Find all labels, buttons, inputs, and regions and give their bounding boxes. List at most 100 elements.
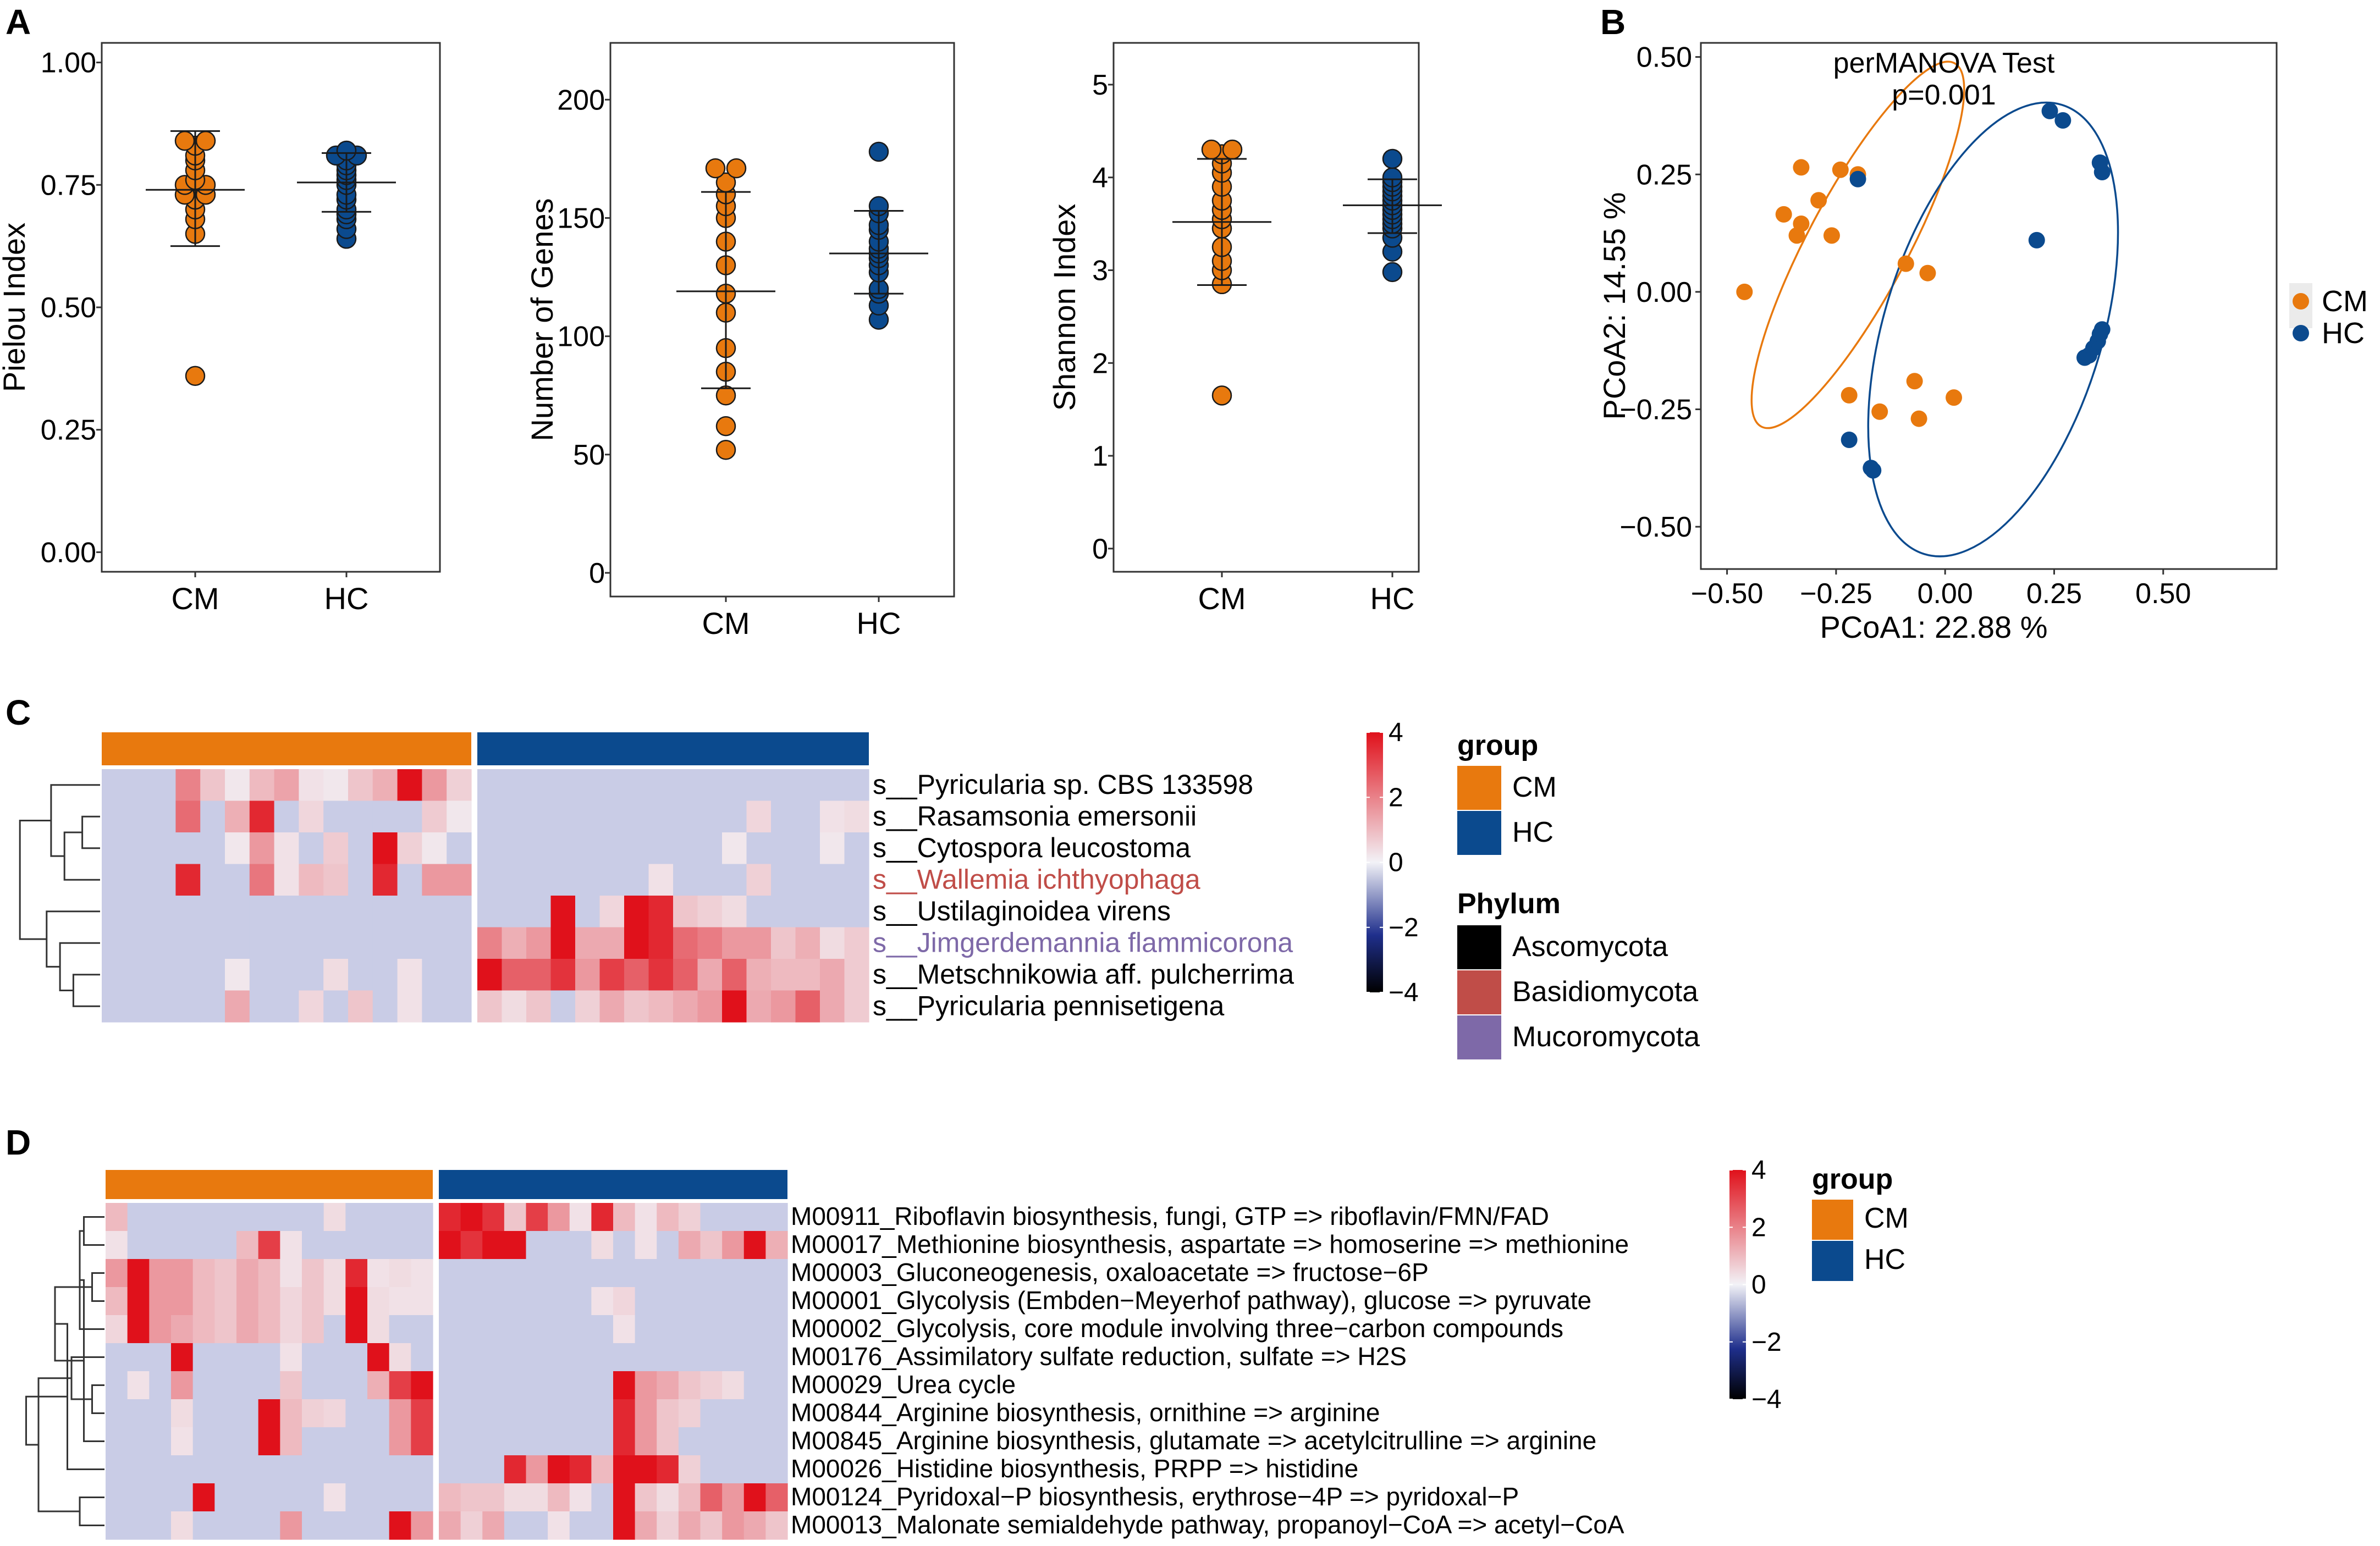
heatmap-cell	[722, 800, 747, 833]
heatmap-cell	[345, 1231, 368, 1260]
heatmap-cell	[613, 1427, 636, 1456]
heatmap-cell	[591, 1315, 614, 1344]
dot-plot-A2: 0 50 100 150 200 Number of Genes CM HC	[525, 42, 955, 641]
heatmap-cell	[214, 1399, 237, 1428]
heatmap-cell	[192, 1455, 215, 1484]
heatmap-cell	[504, 1259, 527, 1288]
heatmap-cell	[599, 832, 625, 865]
heatmap-cell	[192, 1427, 215, 1456]
heatmap-cell	[678, 1203, 701, 1232]
heatmap-cell	[258, 1371, 280, 1400]
heatmap-cell	[569, 1427, 592, 1456]
heatmap-cell	[624, 832, 649, 865]
heatmap-cell	[345, 1343, 368, 1372]
heatmap-cell	[258, 1231, 280, 1260]
heatmap-cell	[613, 1287, 636, 1316]
pcoa-point-cm	[1919, 264, 1936, 281]
heatmap-cell	[149, 1455, 172, 1484]
heatmap-cell	[192, 1203, 215, 1232]
heatmap-cell	[345, 1427, 368, 1456]
heatmap-cell	[460, 1231, 483, 1260]
heatmap-cell	[502, 832, 527, 865]
heatmap-cell	[673, 896, 698, 928]
y-tick-label: 0.00	[41, 537, 96, 568]
heatmap-cell	[372, 927, 398, 959]
heatmap-cell	[439, 1371, 461, 1400]
y-tick-label: 2	[1092, 347, 1108, 379]
y-axis-label: Shannon Index	[1047, 204, 1082, 411]
heatmap-cell	[700, 1511, 723, 1540]
heatmap-cell	[526, 990, 552, 1023]
heatmap-cell	[439, 1259, 461, 1288]
data-point-cm	[715, 439, 736, 460]
permanova-pvalue: p=0.001	[1892, 79, 1996, 111]
heatmap-cell	[439, 1287, 461, 1316]
heatmap-cell	[624, 959, 649, 991]
y-tick-label: 1.00	[41, 47, 96, 79]
y-tick-label: 5	[1092, 69, 1108, 101]
x-tick-label: 0.50	[2135, 578, 2191, 610]
color-scale-label: −4	[1389, 978, 1419, 1007]
heatmap-cell	[389, 1315, 411, 1344]
heatmap-cell	[236, 1343, 259, 1372]
heatmap-cell	[439, 1231, 461, 1260]
heatmap-cell	[697, 927, 723, 959]
heatmap-cell	[299, 864, 324, 896]
heatmap-cell	[127, 1315, 150, 1344]
heatmap-cell	[820, 959, 845, 991]
heatmap-cell	[200, 990, 225, 1023]
heatmap-cell	[591, 1427, 614, 1456]
heatmap-cell	[722, 927, 747, 959]
heatmap-cell	[151, 896, 176, 928]
pcoa-point-hc	[1841, 432, 1858, 449]
heatmap-cell	[397, 832, 422, 865]
data-point-cm	[1222, 139, 1243, 160]
data-point-hc	[1382, 262, 1403, 283]
heatmap-cell	[323, 1427, 346, 1456]
pcoa-point-cm	[1823, 227, 1840, 244]
heatmap-cell	[102, 769, 127, 802]
heatmap-cell	[345, 1259, 368, 1288]
dot-plot-A3: 0 1 2 3 4 5 Shannon Index CM HC	[1047, 42, 1442, 616]
heatmap-cell	[397, 990, 422, 1023]
heatmap-cell	[746, 864, 772, 896]
heatmap-cell	[722, 1259, 745, 1288]
heatmap-cell	[743, 1483, 766, 1512]
heatmap-cell	[106, 1371, 128, 1400]
heatmap-cell	[700, 1203, 723, 1232]
legend-label-mucoromycota: Mucoromycota	[1512, 1021, 1700, 1053]
heatmap-cell	[345, 1511, 368, 1540]
row-label: M00013_Malonate semialdehyde pathway, pr…	[791, 1510, 1624, 1539]
heatmap-cell	[280, 1427, 302, 1456]
heatmap-cell	[548, 1399, 570, 1428]
heatmap-cell	[722, 1371, 745, 1400]
heatmap-cell	[214, 1231, 237, 1260]
heatmap-cell	[258, 1259, 280, 1288]
heatmap-cell	[482, 1371, 505, 1400]
heatmap-cell	[127, 1511, 150, 1540]
heatmap-cell	[274, 959, 299, 991]
heatmap-cell	[302, 1427, 324, 1456]
data-point-hc	[1382, 148, 1403, 169]
heatmap-cell	[648, 896, 674, 928]
heatmap-cell	[367, 1203, 390, 1232]
heatmap-cell	[345, 1483, 368, 1512]
heatmap-cell	[422, 959, 447, 991]
heatmap-cell	[477, 990, 503, 1023]
heatmap-cell	[569, 1287, 592, 1316]
heatmap-cell	[200, 832, 225, 865]
heatmap-cell	[397, 927, 422, 959]
heatmap-cell	[280, 1315, 302, 1344]
heatmap-cell	[460, 1455, 483, 1484]
panel-b-pcoa: B −0.50 −0.25 0.00 0.25 0.50 −0.50 −0.25 0.00 0.2…	[1597, 2, 2368, 644]
heatmap-cell	[126, 800, 152, 833]
heatmap-cell	[171, 1511, 194, 1540]
heatmap-cell	[323, 864, 349, 896]
heatmap-cell	[700, 1455, 723, 1484]
heatmap-cell	[477, 769, 503, 802]
pcoa-point-cm	[1946, 389, 1963, 406]
pcoa-plot: B −0.50 −0.25 0.00 0.25 0.50 −0.50 −0.25 0.00 0.2…	[1597, 2, 2368, 644]
heatmap-cell	[372, 896, 398, 928]
heatmap-cell	[820, 832, 845, 865]
